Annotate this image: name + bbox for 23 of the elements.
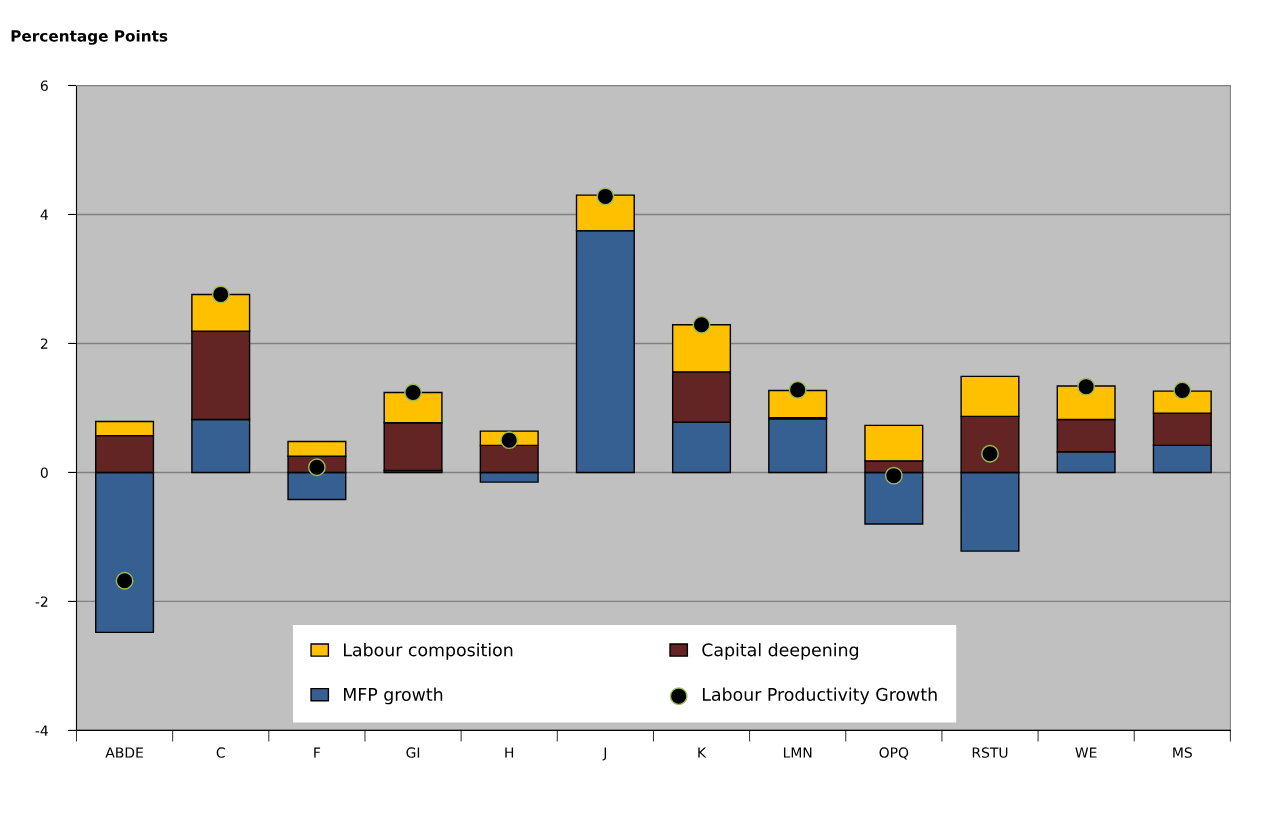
x-tick-label: K: [698, 747, 707, 758]
y-tick-label: 0: [40, 467, 48, 478]
legend-label: Labour composition: [344, 642, 513, 660]
legend-label: Labour Productivity Growth: [702, 687, 937, 705]
x-tick-label: C: [216, 747, 225, 758]
x-tick-label: ABDE: [105, 747, 143, 758]
y-tick-label: 2: [40, 338, 48, 349]
y-tick-label: 4: [40, 209, 48, 220]
y-tick-label: -4: [35, 725, 48, 736]
x-tick-label: H: [505, 747, 514, 758]
legend-label: MFP growth: [344, 687, 443, 705]
x-tick-label: GI: [406, 747, 420, 758]
x-tick-label: OPQ: [879, 747, 909, 760]
x-tick-label: RSTU: [972, 747, 1008, 758]
y-axis-title: Percentage Points: [11, 29, 168, 45]
y-tick-label: -2: [35, 596, 48, 607]
x-tick-label: WE: [1075, 747, 1097, 758]
y-tick-label: 6: [40, 80, 48, 91]
x-tick-label: J: [602, 747, 607, 761]
x-tick-label: MS: [1173, 747, 1192, 758]
legend-label: Capital deepening: [702, 642, 859, 660]
x-tick-label: LMN: [783, 747, 812, 758]
x-tick-label: F: [314, 747, 321, 758]
